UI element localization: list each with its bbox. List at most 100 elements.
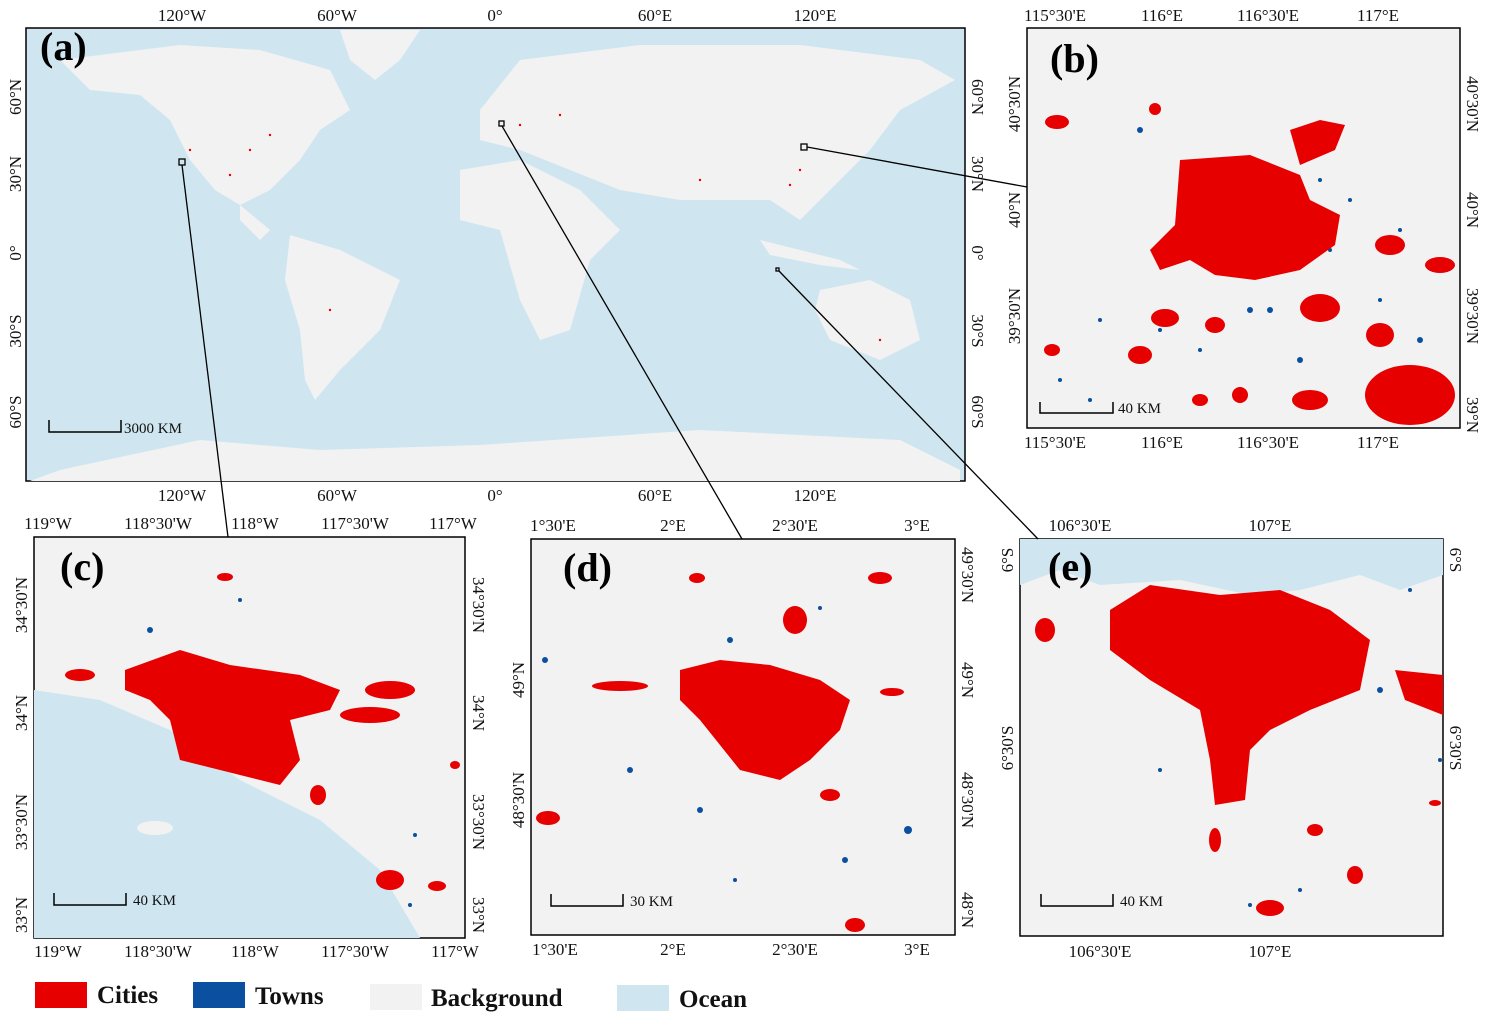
towns-c bbox=[147, 598, 417, 907]
legend-label-cities: Cities bbox=[97, 982, 158, 1009]
panel-d-label: (d) bbox=[563, 545, 612, 590]
svg-text:33°N: 33°N bbox=[12, 897, 31, 933]
svg-text:6°30'S: 6°30'S bbox=[998, 726, 1017, 771]
island-c bbox=[137, 821, 173, 835]
svg-text:49°N: 49°N bbox=[958, 662, 977, 698]
lon-ticks-top-c: 119°W 118°30'W 118°W 117°30'W 117°W bbox=[24, 514, 478, 533]
indonesia bbox=[760, 240, 860, 270]
svg-text:30°N: 30°N bbox=[6, 156, 25, 192]
svg-text:2°30'E: 2°30'E bbox=[772, 516, 818, 535]
svg-text:34°30'N: 34°30'N bbox=[12, 577, 31, 633]
svg-text:118°W: 118°W bbox=[231, 514, 280, 533]
svg-text:30°S: 30°S bbox=[968, 314, 987, 347]
legend-label-towns: Towns bbox=[255, 983, 324, 1010]
legend-swatch-cities bbox=[35, 982, 87, 1008]
legend-swatch-background bbox=[370, 984, 422, 1010]
eurasia bbox=[480, 45, 955, 220]
svg-text:48°30'N: 48°30'N bbox=[509, 772, 528, 828]
svg-text:49°N: 49°N bbox=[509, 662, 528, 698]
svg-text:118°30'W: 118°30'W bbox=[124, 942, 193, 961]
svg-text:60°E: 60°E bbox=[638, 6, 672, 25]
lat-ticks-right-c: 34°30'N 34°N 33°30'N 33°N bbox=[469, 577, 488, 933]
svg-text:30°S: 30°S bbox=[6, 314, 25, 347]
svg-text:60°N: 60°N bbox=[6, 79, 25, 115]
inset-marker-e bbox=[775, 267, 780, 272]
leader-line-d bbox=[501, 125, 743, 540]
svg-text:34°N: 34°N bbox=[12, 695, 31, 731]
lon-ticks-bottom-b: 115°30'E 116°E 116°30'E 117°E bbox=[1024, 433, 1399, 452]
svg-text:117°W: 117°W bbox=[431, 942, 480, 961]
svg-text:60°E: 60°E bbox=[638, 486, 672, 505]
panel-a-label: (a) bbox=[40, 24, 87, 69]
ocean-e bbox=[1020, 539, 1443, 595]
svg-text:6°30'S: 6°30'S bbox=[1446, 726, 1465, 771]
panel-b-label: (b) bbox=[1050, 36, 1099, 81]
lon-ticks-bottom-c: 119°W 118°30'W 118°W 117°30'W 117°W bbox=[34, 942, 480, 961]
svg-text:117°30'W: 117°30'W bbox=[321, 514, 390, 533]
towns-d bbox=[542, 606, 912, 882]
panel-e-map: (e) 40 KM 106°30'E 107°E 106°30'E 107°E 6°… bbox=[998, 516, 1465, 961]
leader-lines bbox=[181, 125, 1039, 540]
svg-text:6°S: 6°S bbox=[998, 548, 1017, 573]
svg-text:30°N: 30°N bbox=[968, 156, 987, 192]
svg-text:60°N: 60°N bbox=[968, 79, 987, 115]
legend-swatch-ocean bbox=[617, 985, 669, 1011]
svg-text:117°30'W: 117°30'W bbox=[321, 942, 390, 961]
svg-text:119°W: 119°W bbox=[24, 514, 73, 533]
svg-text:40°N: 40°N bbox=[1463, 192, 1482, 228]
svg-text:39°30'N: 39°30'N bbox=[1005, 288, 1024, 344]
svg-text:119°W: 119°W bbox=[34, 942, 83, 961]
leader-line-e bbox=[778, 270, 1039, 540]
land-masses bbox=[30, 30, 960, 481]
svg-text:34°N: 34°N bbox=[469, 695, 488, 731]
leader-line-c bbox=[181, 164, 229, 538]
svg-text:33°30'N: 33°30'N bbox=[469, 794, 488, 850]
lat-ticks-left-c: 34°30'N 34°N 33°30'N 33°N bbox=[12, 577, 31, 933]
svg-text:1°30'E: 1°30'E bbox=[532, 940, 578, 959]
lat-ticks-left-e: 6°S 6°30'S bbox=[998, 548, 1017, 771]
svg-text:1°30'E: 1°30'E bbox=[530, 516, 576, 535]
svg-text:117°W: 117°W bbox=[429, 514, 478, 533]
svg-text:40°30'N: 40°30'N bbox=[1463, 76, 1482, 132]
lon-ticks-top-e: 106°30'E 107°E bbox=[1049, 516, 1292, 535]
svg-text:0°: 0° bbox=[487, 486, 502, 505]
svg-text:120°W: 120°W bbox=[158, 486, 207, 505]
legend: Cities Towns Background Ocean bbox=[35, 982, 747, 1013]
svg-text:60°S: 60°S bbox=[968, 395, 987, 428]
svg-text:33°30'N: 33°30'N bbox=[12, 794, 31, 850]
cities-c bbox=[65, 573, 460, 891]
svg-text:39°30'N: 39°30'N bbox=[1463, 288, 1482, 344]
svg-text:117°E: 117°E bbox=[1357, 433, 1399, 452]
svg-text:34°30'N: 34°30'N bbox=[469, 577, 488, 633]
scale-bar-a: 3000 KM bbox=[48, 420, 182, 437]
cities-d bbox=[536, 572, 904, 932]
svg-text:48°N: 48°N bbox=[958, 892, 977, 928]
svg-text:60°W: 60°W bbox=[317, 6, 358, 25]
ocean-c bbox=[34, 690, 420, 938]
svg-text:116°E: 116°E bbox=[1141, 6, 1183, 25]
legend-label-ocean: Ocean bbox=[679, 986, 747, 1013]
svg-text:118°W: 118°W bbox=[231, 942, 280, 961]
lat-ticks-right-d: 49°30'N 49°N 48°30'N 48°N bbox=[958, 547, 977, 928]
lat-ticks-left-b: 40°30'N 40°N 39°30'N bbox=[1005, 76, 1024, 344]
svg-text:115°30'E: 115°30'E bbox=[1024, 6, 1086, 25]
svg-text:107°E: 107°E bbox=[1249, 516, 1292, 535]
svg-text:49°30'N: 49°30'N bbox=[958, 547, 977, 603]
svg-text:40 KM: 40 KM bbox=[1118, 401, 1161, 417]
scale-label-a: 3000 KM bbox=[124, 421, 182, 437]
global-city-dots bbox=[188, 113, 882, 342]
scale-bar-c: 40 KM bbox=[53, 893, 176, 909]
svg-text:3°E: 3°E bbox=[904, 516, 930, 535]
svg-text:40 KM: 40 KM bbox=[1120, 894, 1163, 910]
panel-c-label: (c) bbox=[60, 544, 104, 589]
lon-ticks-top-b: 115°30'E 116°E 116°30'E 117°E bbox=[1024, 6, 1399, 25]
greenland bbox=[340, 30, 420, 80]
svg-text:106°30'E: 106°30'E bbox=[1049, 516, 1112, 535]
svg-text:6°S: 6°S bbox=[1446, 548, 1465, 573]
panel-e-label: (e) bbox=[1048, 544, 1092, 589]
svg-text:2°30'E: 2°30'E bbox=[772, 940, 818, 959]
lon-ticks-bottom-d: 1°30'E 2°E 2°30'E 3°E bbox=[532, 940, 930, 959]
svg-text:0°: 0° bbox=[968, 245, 987, 260]
svg-text:116°E: 116°E bbox=[1141, 433, 1183, 452]
